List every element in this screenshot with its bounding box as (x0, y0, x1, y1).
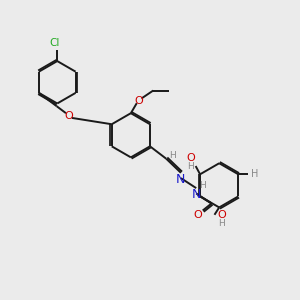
Text: O: O (186, 153, 195, 163)
Text: Cl: Cl (50, 38, 60, 48)
Text: H: H (199, 181, 206, 190)
Text: H: H (187, 162, 194, 171)
Text: H: H (169, 151, 176, 160)
Text: N: N (176, 173, 186, 186)
Text: N: N (192, 188, 202, 201)
Text: O: O (135, 96, 143, 106)
Text: O: O (64, 110, 73, 121)
Text: H: H (218, 219, 225, 228)
Text: O: O (217, 210, 226, 220)
Text: H: H (250, 169, 258, 179)
Text: O: O (194, 210, 202, 220)
